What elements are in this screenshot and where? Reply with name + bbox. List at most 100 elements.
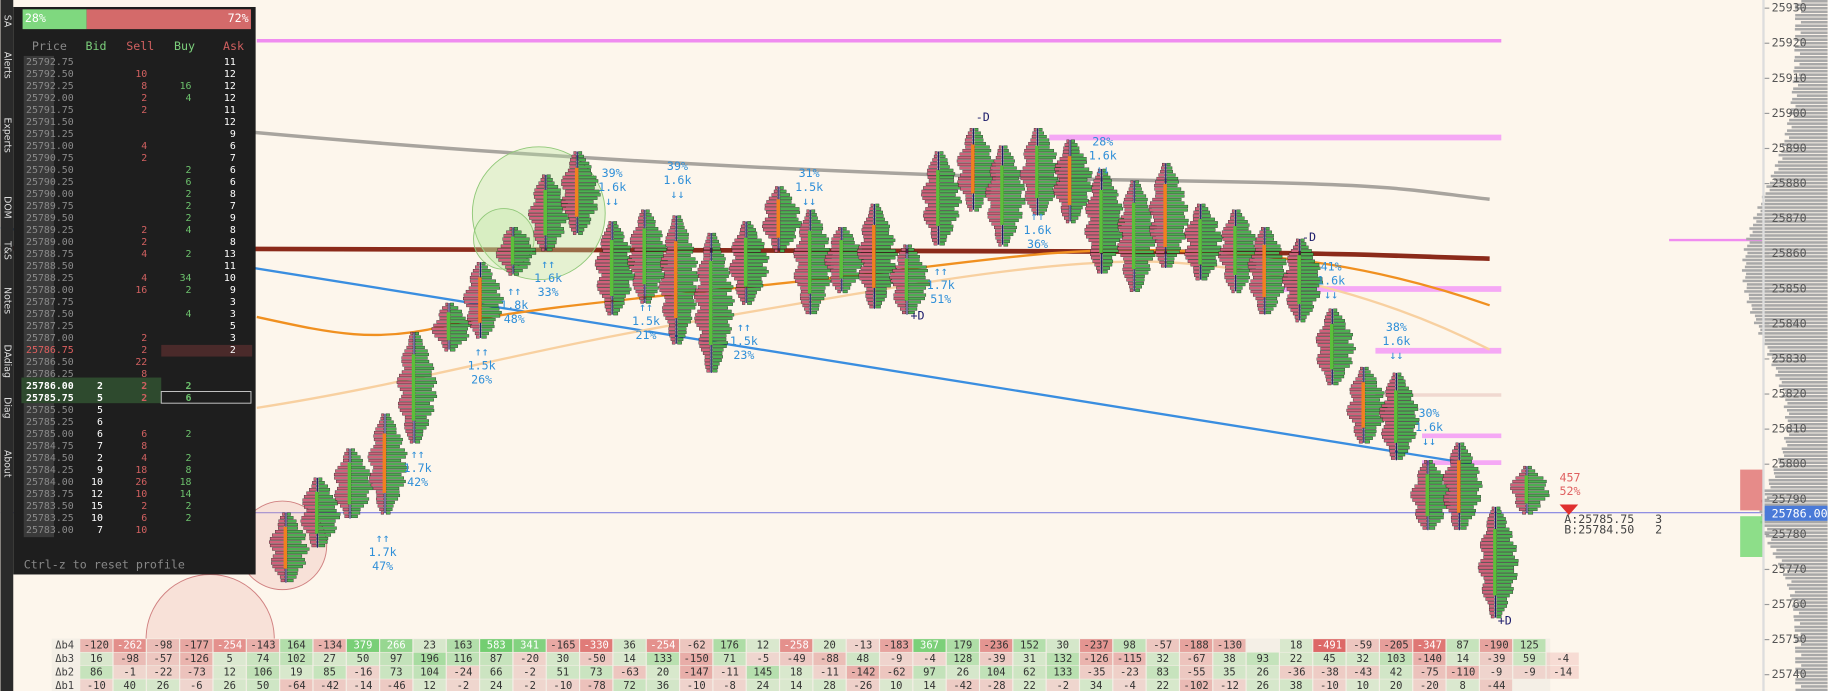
footprint-buy bbox=[677, 323, 688, 327]
footprint-buy bbox=[578, 196, 598, 200]
footprint-buy bbox=[1428, 512, 1444, 516]
footprint-sell bbox=[732, 259, 746, 263]
footprint-sell bbox=[923, 210, 938, 214]
footprint-buy bbox=[875, 203, 880, 207]
profile-bar bbox=[1798, 83, 1828, 87]
footprint-buy bbox=[875, 231, 889, 235]
footprint-sell bbox=[344, 514, 350, 519]
footprint-buy bbox=[1102, 179, 1112, 183]
footprint-buy bbox=[779, 224, 801, 228]
delta-cell bbox=[1513, 665, 1546, 679]
footprint-buy bbox=[645, 300, 651, 304]
annotation-text: 26% bbox=[471, 372, 492, 386]
delta-cell bbox=[946, 679, 979, 691]
footprint-buy bbox=[712, 239, 719, 244]
annotation-text: 21% bbox=[635, 328, 656, 342]
profile-bar bbox=[1795, 24, 1828, 28]
footprint-buy bbox=[677, 306, 696, 310]
footprint-buy bbox=[811, 244, 825, 248]
footprint-sell bbox=[627, 262, 644, 266]
footprint-sell bbox=[1218, 251, 1235, 255]
footprint-sell bbox=[989, 218, 1002, 223]
footprint-sell bbox=[990, 180, 1002, 184]
footprint-buy bbox=[1102, 259, 1114, 263]
footprint-buy bbox=[578, 231, 583, 235]
footprint-sell bbox=[639, 296, 644, 301]
footprint-sell bbox=[861, 280, 874, 284]
footprint-buy bbox=[779, 210, 801, 214]
profile-bar bbox=[1763, 531, 1828, 534]
footprint-buy bbox=[1102, 256, 1113, 260]
footprint-sell bbox=[279, 575, 285, 579]
sell-pct-bar bbox=[86, 9, 251, 30]
delta-value: 14 bbox=[790, 680, 803, 691]
footprint-buy bbox=[351, 500, 368, 505]
footprint-buy bbox=[1428, 491, 1449, 495]
ask-size: 3 bbox=[1655, 512, 1662, 526]
delta-cell bbox=[280, 639, 313, 652]
delta-cell bbox=[780, 679, 813, 691]
footprint-buy bbox=[1201, 228, 1216, 232]
footprint-buy bbox=[907, 248, 915, 252]
footprint-buy bbox=[779, 245, 787, 249]
footprint-sell bbox=[562, 196, 577, 200]
annotation-text: ↑↑ bbox=[507, 284, 521, 298]
footprint-buy bbox=[1038, 162, 1059, 167]
footprint-buy bbox=[1496, 531, 1513, 535]
footprint-buy bbox=[907, 303, 918, 308]
footprint-buy bbox=[1460, 446, 1466, 450]
dom-cell: 25789.25 bbox=[26, 225, 74, 236]
footprint-sell bbox=[804, 216, 810, 220]
delta-cell bbox=[380, 665, 413, 679]
footprint-buy bbox=[578, 217, 592, 221]
delta-value: -11 bbox=[820, 666, 839, 678]
footprint-buy bbox=[481, 275, 492, 280]
profile-bar bbox=[1794, 618, 1828, 622]
footprint-sell bbox=[1418, 470, 1427, 474]
delta-cell bbox=[1413, 665, 1446, 679]
footprint-sell bbox=[1320, 347, 1332, 351]
footprint-buy bbox=[842, 279, 856, 283]
profile-bar bbox=[1765, 199, 1828, 202]
footprint-sell bbox=[705, 365, 711, 369]
footprint-buy bbox=[875, 280, 894, 284]
delta-value: 26 bbox=[223, 680, 236, 691]
footprint-sell bbox=[402, 363, 414, 367]
footprint-buy bbox=[1236, 220, 1248, 224]
footprint-sell bbox=[373, 486, 384, 491]
footprint-buy bbox=[1038, 194, 1055, 198]
profile-bar bbox=[1761, 195, 1828, 199]
sidebar-tab: SA bbox=[1, 15, 12, 28]
footprint-buy bbox=[811, 209, 816, 213]
sidebar-tab: T&S bbox=[1, 240, 12, 260]
footprint-buy bbox=[779, 221, 802, 225]
footprint-sell bbox=[380, 511, 384, 515]
footprint-buy bbox=[811, 300, 822, 304]
footprint-sell bbox=[376, 497, 384, 501]
footprint-buy bbox=[1333, 340, 1349, 344]
footprint-buy bbox=[1071, 153, 1084, 157]
delta-value: 98 bbox=[1123, 640, 1136, 652]
footprint-sell bbox=[927, 175, 938, 179]
footprint-buy bbox=[677, 271, 698, 275]
footprint-sell bbox=[1381, 428, 1396, 432]
footprint-sell bbox=[496, 255, 513, 259]
footprint-sell bbox=[1349, 391, 1363, 395]
footprint-buy bbox=[481, 314, 501, 318]
footprint-sell bbox=[703, 250, 711, 254]
footprint-buy bbox=[677, 330, 687, 334]
bid-quote: B:25784.50 bbox=[1564, 523, 1634, 537]
footprint-sell bbox=[1417, 519, 1427, 523]
footprint-buy bbox=[1397, 407, 1419, 411]
delta-value: 74 bbox=[257, 653, 270, 665]
footprint-buy bbox=[514, 251, 537, 255]
profile-bar bbox=[1746, 262, 1828, 265]
footprint-sell bbox=[765, 231, 778, 235]
footprint-buy bbox=[1397, 397, 1412, 401]
footprint-sell bbox=[996, 239, 1002, 244]
footprint-sell bbox=[1254, 241, 1264, 245]
delta-cell bbox=[546, 665, 579, 679]
dom-cell: 2 bbox=[186, 513, 192, 524]
delta-value: 26 bbox=[1256, 680, 1269, 691]
footprint-buy bbox=[875, 245, 891, 249]
